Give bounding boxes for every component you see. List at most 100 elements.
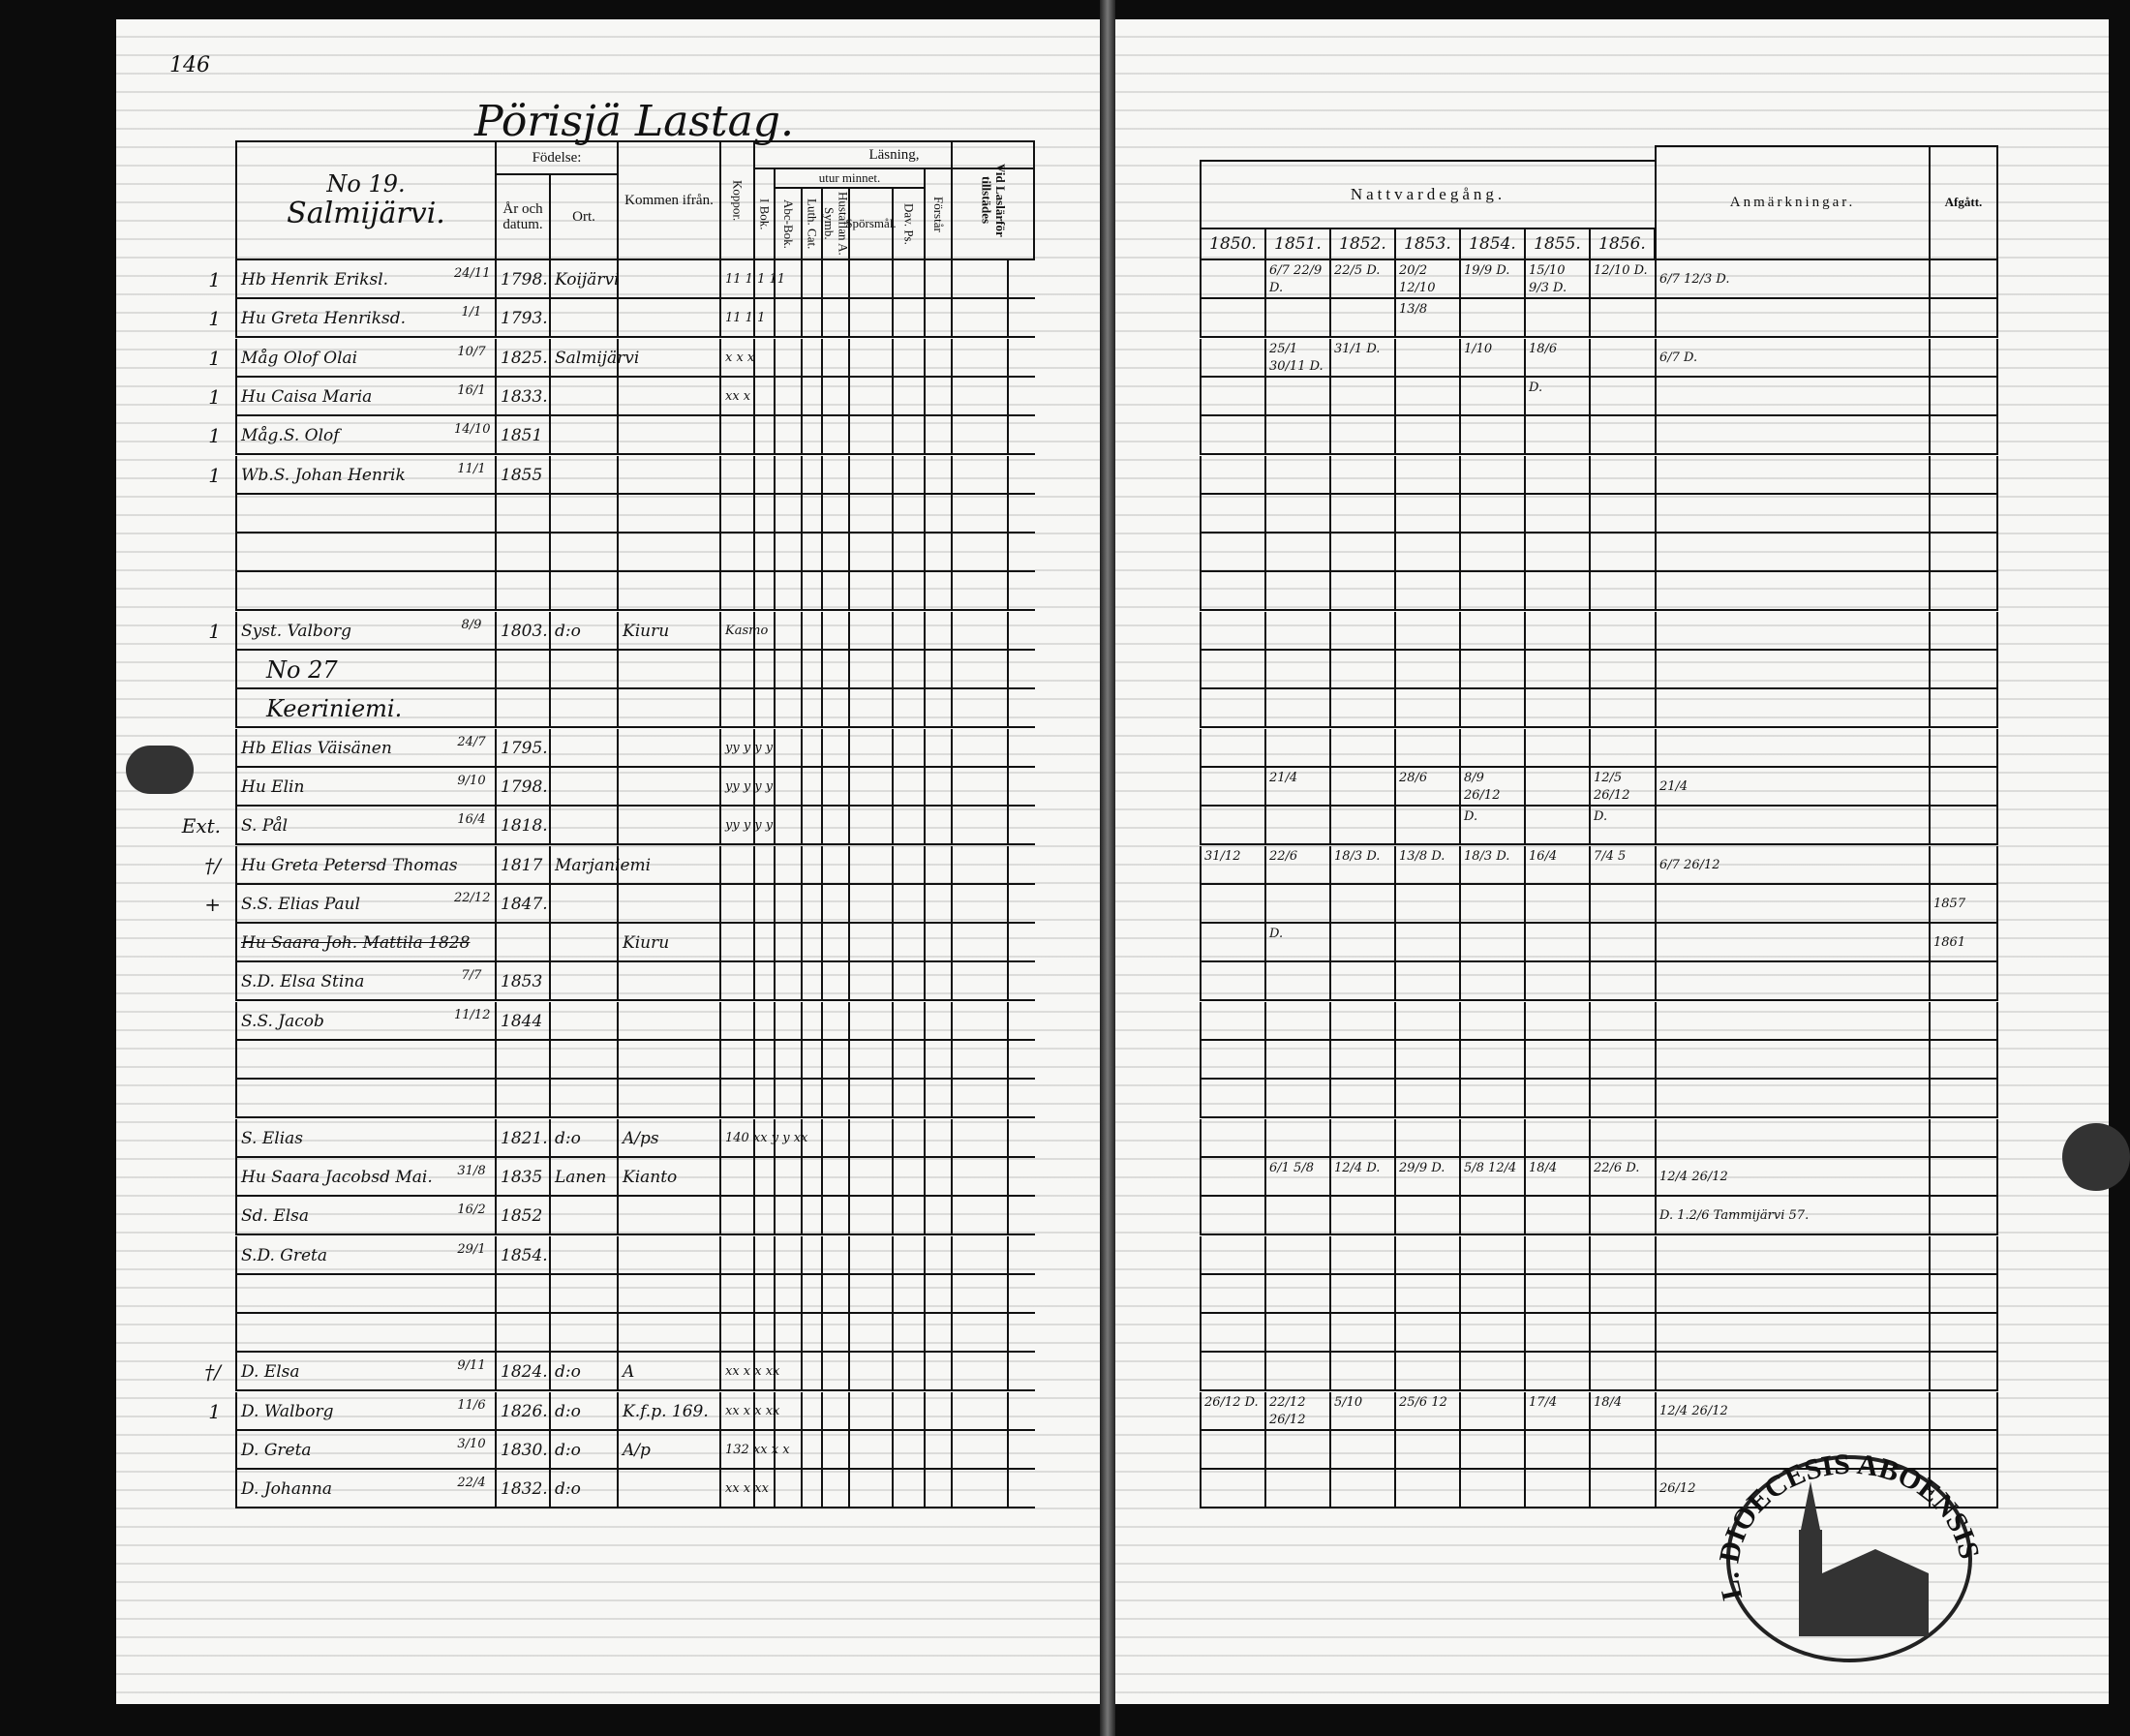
birth-place	[549, 1314, 619, 1354]
birth-date: 31/8	[457, 1163, 486, 1178]
birth-year: 1832.	[495, 1470, 551, 1509]
birth-year	[495, 1274, 551, 1314]
column-rule	[848, 651, 850, 689]
page-clip	[2062, 1123, 2130, 1191]
communion-cell: 13/8	[1394, 299, 1459, 339]
communion-cell	[1329, 494, 1394, 533]
column-rule	[753, 1080, 755, 1119]
communion-row	[1200, 1274, 1998, 1314]
birth-date: 16/2	[457, 1203, 486, 1218]
communion-cell	[1264, 1041, 1329, 1080]
column-rule	[774, 1118, 776, 1158]
column-rule	[774, 1391, 776, 1431]
communion-cell	[1459, 1080, 1524, 1119]
birth-place: d:o	[549, 1353, 619, 1392]
communion-row: D.	[1200, 377, 1998, 416]
register-row	[235, 572, 1035, 612]
afgatt-cell	[1929, 1001, 1998, 1041]
communion-cell	[1329, 728, 1394, 768]
column-rule	[821, 924, 823, 963]
communion-cell	[1329, 299, 1394, 339]
column-rule	[951, 1080, 953, 1119]
remark: 26/12	[1655, 1470, 1929, 1509]
column-rule	[848, 1001, 850, 1041]
column-rule	[848, 807, 850, 846]
column-rule	[774, 962, 776, 1002]
communion-cell	[1589, 611, 1654, 651]
communion-cell	[1589, 728, 1654, 768]
column-rule	[892, 884, 894, 924]
afgatt-cell: 1857	[1929, 884, 1998, 924]
column-rule	[951, 767, 953, 807]
communion-row	[1200, 1314, 1998, 1354]
header-forstar: Förstår	[924, 168, 953, 260]
person-name-cell: D. Walborg 11/6	[235, 1391, 495, 1431]
birth-place: d:o	[549, 611, 619, 651]
birth-place	[549, 651, 619, 689]
column-rule	[892, 1274, 894, 1314]
column-rule	[892, 338, 894, 378]
register-row: Hu Saara Joh. Mattila 1828 Kiuru	[235, 924, 1035, 963]
column-rule	[892, 962, 894, 1002]
birth-place	[549, 1041, 619, 1080]
column-rule	[821, 845, 823, 885]
communion-cell	[1459, 1314, 1524, 1354]
communion-cell: 21/4	[1264, 767, 1329, 807]
reading-marks	[719, 572, 754, 612]
remark: 6/7 26/12	[1655, 845, 1929, 885]
communion-cell	[1200, 884, 1264, 924]
register-row: 1 Måg Olof Olai 10/7 1825. Salmijärvi x x x	[208, 338, 1035, 378]
row-mark: †/	[204, 853, 221, 877]
person-name-cell: Sd. Elsa 16/2	[235, 1197, 495, 1236]
communion-cell: 18/3 D.	[1459, 845, 1524, 885]
column-rule	[848, 338, 850, 378]
communion-cell	[1264, 416, 1329, 456]
column-rule	[774, 1041, 776, 1080]
communion-cell	[1459, 299, 1524, 339]
column-rule	[924, 611, 926, 651]
communion-cell: 26/12 D.	[1200, 1391, 1264, 1431]
person-name: D. Johanna	[241, 1479, 332, 1500]
column-rule	[753, 299, 755, 339]
column-rule	[848, 533, 850, 573]
column-rule	[924, 1353, 926, 1392]
column-rule	[1007, 260, 1009, 299]
came-from: A	[617, 1353, 721, 1392]
communion-cell	[1264, 611, 1329, 651]
row-mark: Ext.	[181, 814, 221, 838]
communion-cell	[1524, 1353, 1589, 1392]
communion-cell	[1329, 1080, 1394, 1119]
column-rule	[774, 299, 776, 339]
birth-year: 1847.	[495, 884, 551, 924]
column-rule	[951, 651, 953, 689]
column-rule	[951, 260, 953, 299]
birth-date: 11/6	[457, 1397, 486, 1413]
came-from: Kiuru	[617, 924, 721, 963]
communion-cell	[1524, 807, 1589, 846]
communion-cell	[1200, 1118, 1264, 1158]
column-rule	[753, 1391, 755, 1431]
communion-cell	[1329, 1431, 1394, 1470]
communion-cell	[1394, 494, 1459, 533]
communion-cell	[1200, 494, 1264, 533]
birth-place: Marjaniemi	[549, 845, 651, 885]
column-rule	[924, 260, 926, 299]
column-rule	[848, 1391, 850, 1431]
birth-year: 1817	[495, 845, 551, 885]
person-name: Måg Olof Olai	[241, 348, 358, 368]
came-from	[617, 1001, 721, 1041]
column-rule	[892, 1157, 894, 1197]
birth-date: 3/10	[457, 1437, 486, 1451]
communion-cell	[1589, 455, 1654, 495]
column-rule	[892, 1235, 894, 1275]
column-rule	[924, 1080, 926, 1119]
page-number: 146	[169, 53, 210, 77]
afgatt-cell	[1929, 1274, 1998, 1314]
header-dav-ps: Dav. Ps.	[892, 187, 926, 260]
column-rule	[774, 1353, 776, 1392]
person-name: S. Elias	[241, 1128, 303, 1148]
communion-cell	[1589, 689, 1654, 729]
birth-year	[495, 924, 551, 963]
